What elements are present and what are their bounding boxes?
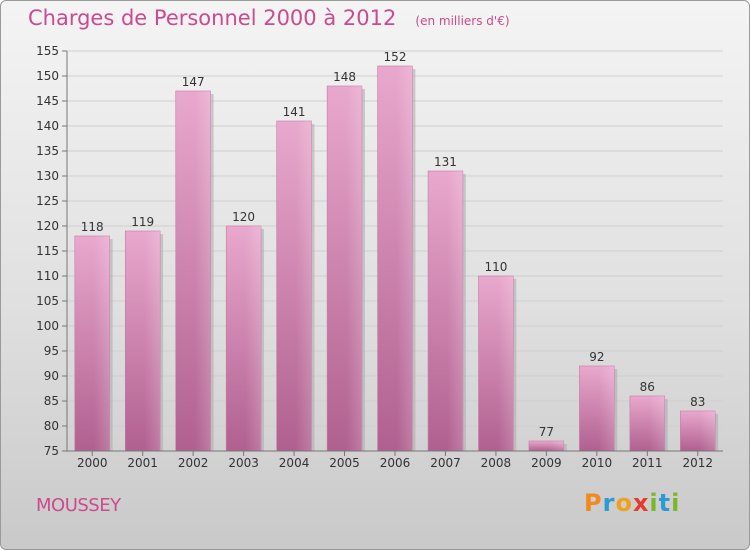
bar-highlight [346,86,362,451]
logo-letter: t [658,489,672,517]
bar-highlight [396,66,413,451]
bar-value-label: 148 [333,70,356,84]
bar-value-label: 141 [283,105,306,119]
bar-highlight [295,121,312,451]
bar-highlight [144,231,161,451]
y-tick-label: 95 [44,344,59,358]
bar-value-label: 110 [484,260,507,274]
y-tick-label: 125 [36,194,59,208]
y-tick-label: 120 [36,219,59,233]
y-tick-label: 90 [44,369,59,383]
x-tick-label: 2006 [380,456,411,470]
x-tick-label: 2005 [329,456,360,470]
y-tick-label: 110 [36,269,59,283]
logo-letter: x [632,489,650,517]
y-tick-label: 115 [36,244,59,258]
y-tick-label: 105 [36,294,59,308]
bar-value-label: 118 [81,220,104,234]
x-tick-label: 2007 [430,456,461,470]
y-tick-label: 140 [36,119,59,133]
commune-name: MOUSSEY [36,495,121,516]
bar-highlight [497,276,514,451]
y-tick-label: 100 [36,319,59,333]
bar-value-label: 120 [232,210,255,224]
bar-highlight [548,441,564,451]
y-tick-label: 80 [44,419,59,433]
y-tick-label: 85 [44,394,59,408]
bar-highlight [447,171,463,451]
x-tick-label: 2011 [632,456,663,470]
logo-letter: P [584,489,603,517]
x-tick-label: 2002 [178,456,209,470]
y-tick-label: 75 [44,444,59,458]
bar-value-label: 131 [434,155,457,169]
x-tick-label: 2001 [127,456,158,470]
chart-title: Charges de Personnel 2000 à 2012 [28,6,397,30]
x-tick-label: 2000 [77,456,108,470]
logo-letter: i [671,489,681,517]
y-tick-label: 130 [36,169,59,183]
proxiti-logo: Proxiti [584,489,680,517]
x-tick-label: 2008 [481,456,512,470]
logo-letter: r [602,489,616,517]
y-tick-label: 145 [36,94,59,108]
bar-value-label: 92 [589,350,604,364]
bar-highlight [598,366,615,451]
y-tick-label: 150 [36,69,59,83]
bar-highlight [93,236,110,451]
bar-value-label: 86 [640,380,655,394]
bar-highlight [194,91,211,451]
y-tick-label: 155 [36,44,59,58]
bar-highlight [699,411,716,451]
x-tick-label: 2009 [531,456,562,470]
bar-highlight [245,226,262,451]
bar-highlight [649,396,665,451]
y-tick-label: 135 [36,144,59,158]
x-tick-label: 2010 [582,456,613,470]
bar-value-label: 77 [539,425,554,439]
bar-value-label: 119 [131,215,154,229]
chart-subtitle: (en milliers d'€) [415,14,510,28]
x-tick-label: 2012 [682,456,713,470]
title-row: Charges de Personnel 2000 à 2012 (en mil… [28,6,510,30]
logo-letter: o [615,489,633,517]
x-tick-label: 2004 [279,456,310,470]
bar-value-label: 83 [690,395,705,409]
bar-value-label: 152 [384,50,407,64]
bar-value-label: 147 [182,75,205,89]
x-tick-label: 2003 [228,456,259,470]
logo-letter: i [649,489,659,517]
